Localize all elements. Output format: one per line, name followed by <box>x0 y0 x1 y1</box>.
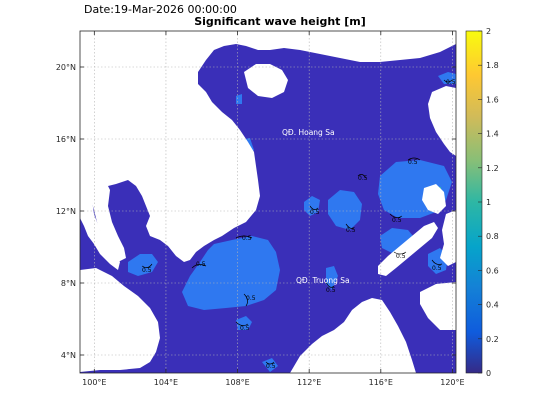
contour-label: 0.5 <box>310 209 320 216</box>
contour-1 <box>235 235 253 239</box>
contour-9 <box>407 157 421 161</box>
land-mindanao <box>420 282 456 330</box>
axis-ticks: 100°E 104°E 108°E 112°E 116°E 120°E 4°N 8°N 12°N… <box>56 31 465 387</box>
land-palawan <box>378 222 438 276</box>
contour-4 <box>357 174 367 179</box>
colorbar-tick-label: 0.8 <box>486 232 499 241</box>
y-tick-label: 8°N <box>61 279 76 288</box>
colorbar-tick-label: 0 <box>486 369 491 378</box>
land-mindoro <box>422 184 446 214</box>
colorbar-tick-label: 1.2 <box>486 164 499 173</box>
contour-label: 0.5 <box>326 287 336 294</box>
patch-south-small <box>236 316 252 330</box>
colorbar-tick-label: 0.2 <box>486 335 499 344</box>
colorbar-tick-label: 1.4 <box>486 130 499 139</box>
contour-5 <box>389 213 403 218</box>
patch-malaysia-coast <box>128 254 158 276</box>
colorbar-tick-label: 1.6 <box>486 95 499 104</box>
axes-frame <box>79 30 457 374</box>
contour-label: 0.5 <box>196 261 206 268</box>
contour-7 <box>393 251 407 255</box>
colorbar-ticks: 0 0.2 0.4 0.6 0.8 1 1.2 1.4 1.6 1.8 2 <box>478 27 499 378</box>
contour-label: 0.5 <box>392 217 402 224</box>
x-tick-label: 104°E <box>154 378 178 387</box>
contour-10 <box>141 263 153 268</box>
grid <box>80 31 456 373</box>
colorbar-tick-label: 2 <box>486 27 491 36</box>
land-mainland <box>80 31 456 270</box>
patch-gulf-of-thailand-south <box>182 236 280 310</box>
colorbar-tick-label: 0.6 <box>486 266 499 275</box>
contour-11 <box>235 321 249 326</box>
land-malay-upper <box>90 178 126 262</box>
land-malaysia <box>80 268 160 372</box>
patch-truong-sa-island <box>326 266 338 290</box>
contour-label: 0.5 <box>240 325 250 332</box>
land-visayas <box>440 210 456 266</box>
contour-label: 0.5 <box>242 235 252 242</box>
x-tick-label: 100°E <box>82 378 106 387</box>
contour-label: 0.5 <box>396 253 406 260</box>
label-truong-sa: QĐ. Truong Sa <box>296 276 350 285</box>
contour-label: 0.5 <box>446 79 456 86</box>
colorbar-tick-label: 0.4 <box>486 301 499 310</box>
patch-spratly-north <box>328 190 362 230</box>
land-hainan <box>244 64 288 98</box>
contour-label: 0.5 <box>432 265 442 272</box>
label-hoang-sa: QĐ. Hoang Sa <box>282 128 335 137</box>
y-tick-label: 20°N <box>56 63 76 72</box>
contour-label: 0.5 <box>246 295 256 302</box>
contour-label: 0.5 <box>408 159 418 166</box>
land <box>80 31 456 373</box>
chart-title: Significant wave height [m] <box>194 15 366 28</box>
land-borneo <box>290 298 416 373</box>
patch-south-vietnam-coast <box>262 358 278 372</box>
date-label: Date:19-Mar-2026 00:00:00 <box>84 3 237 16</box>
contour-15 <box>309 205 319 210</box>
land-luzon <box>428 86 456 156</box>
contours <box>141 79 453 365</box>
contour-label: 0.5 <box>346 227 356 234</box>
contour-3 <box>243 293 248 307</box>
contour-6 <box>345 223 355 229</box>
colorbar-tick-label: 1.8 <box>486 61 499 70</box>
contour-label: 0.5 <box>142 267 152 274</box>
colorbar-tick-label: 1 <box>486 198 491 207</box>
contour-13 <box>265 361 275 365</box>
x-tick-label: 112°E <box>297 378 321 387</box>
contour-2 <box>191 264 207 269</box>
x-tick-label: 108°E <box>225 378 249 387</box>
y-tick-label: 4°N <box>61 351 76 360</box>
x-tick-label: 116°E <box>369 378 393 387</box>
x-tick-label: 120°E <box>440 378 464 387</box>
y-tick-label: 12°N <box>56 207 76 216</box>
contour-label: 0.5 <box>266 363 276 370</box>
contour-14 <box>325 281 335 288</box>
patch-luzon-strait <box>438 72 456 84</box>
contour-label: 0.5 <box>358 175 368 182</box>
contour-12 <box>443 79 453 83</box>
contour-8 <box>431 259 443 265</box>
contour-labels: 0.5 0.5 0.5 0.5 0.5 0.5 0.5 0.5 0.5 0.5 … <box>142 79 456 370</box>
y-tick-label: 16°N <box>56 135 76 144</box>
